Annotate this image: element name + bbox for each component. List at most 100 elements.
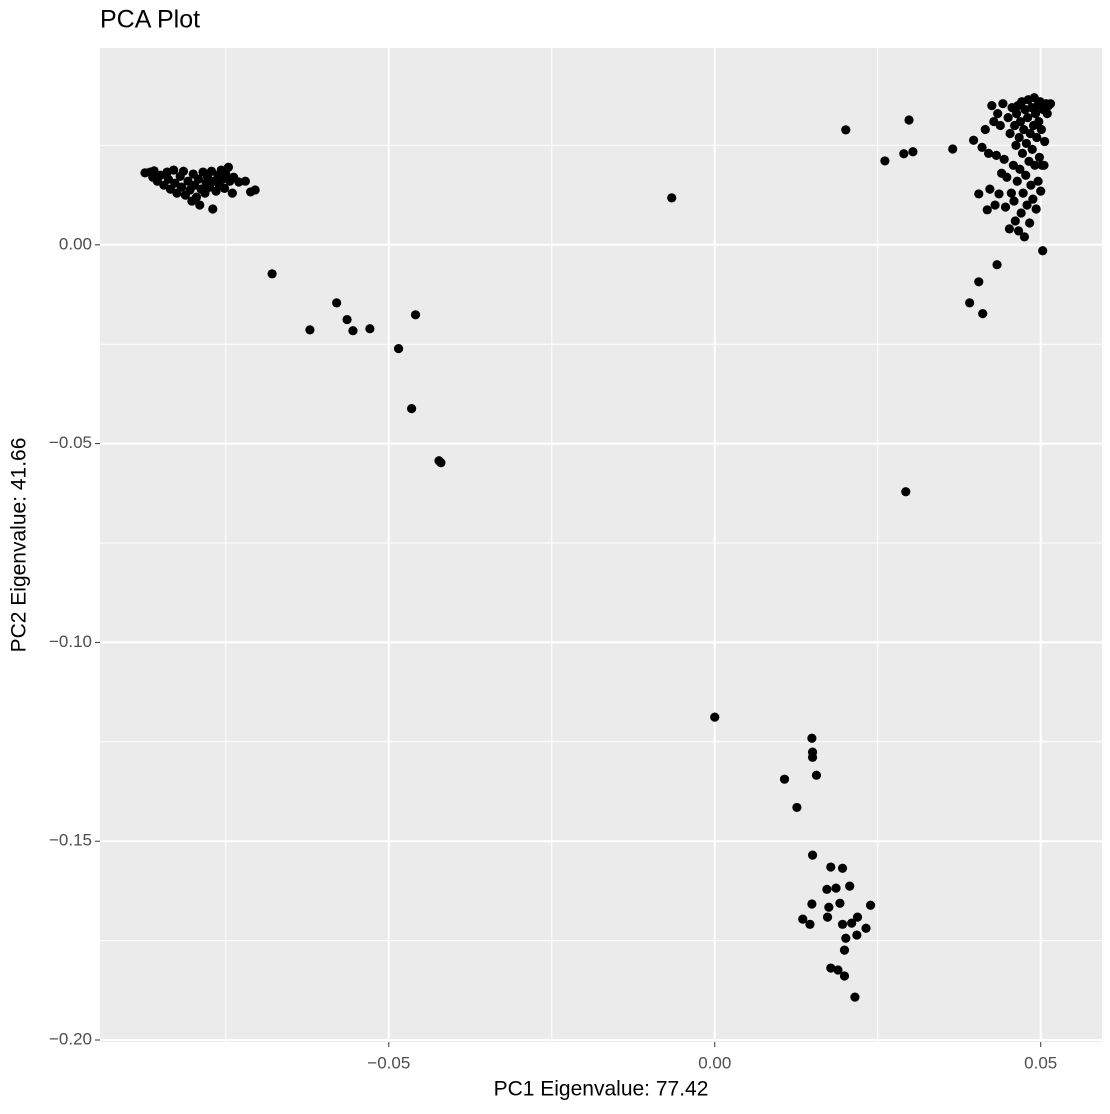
point [826, 862, 836, 872]
y-tick-label: −0.20 [49, 1029, 92, 1048]
point [1045, 99, 1056, 109]
point [1015, 116, 1026, 127]
point [178, 166, 189, 176]
point [1026, 180, 1036, 190]
point [968, 135, 979, 145]
point [1032, 132, 1042, 143]
point [841, 933, 851, 943]
point [865, 900, 876, 910]
y-tick-label: 0.00 [59, 234, 92, 253]
point [798, 914, 808, 924]
point [250, 185, 260, 195]
point [195, 200, 205, 210]
point [1030, 160, 1040, 170]
point [240, 176, 250, 186]
point [176, 182, 187, 192]
point [1028, 194, 1038, 204]
point [779, 774, 790, 784]
point [850, 992, 860, 1002]
panel [100, 48, 1102, 1042]
point [992, 260, 1002, 270]
point [822, 884, 832, 894]
point [1027, 144, 1037, 154]
point [861, 923, 871, 933]
point [977, 142, 987, 152]
point [1034, 116, 1044, 127]
point [994, 189, 1004, 199]
point [904, 115, 914, 125]
point [1003, 112, 1013, 123]
point [847, 918, 857, 928]
point [833, 965, 843, 975]
point [899, 149, 909, 159]
point [1040, 136, 1050, 147]
point [1013, 226, 1024, 236]
point [880, 156, 890, 166]
point [805, 919, 815, 929]
x-axis-title: PC1 Eigenvalue: 77.42 [494, 1078, 709, 1101]
point [1018, 188, 1028, 198]
x-tick-label: −0.05 [367, 1053, 410, 1072]
point [826, 963, 836, 973]
x-tick-label: 0.05 [1024, 1053, 1057, 1072]
point [1021, 170, 1031, 180]
point [983, 148, 994, 158]
point [1005, 128, 1015, 139]
point [305, 325, 315, 335]
point [1025, 218, 1035, 228]
point [1031, 204, 1041, 214]
point [993, 109, 1003, 119]
point [948, 144, 958, 154]
point [710, 712, 720, 722]
point [1023, 112, 1033, 123]
point [839, 971, 850, 981]
point [1012, 176, 1022, 186]
y-tick-label: −0.05 [49, 433, 92, 452]
point [267, 269, 277, 279]
point [1039, 160, 1049, 170]
point [1036, 124, 1046, 135]
point [822, 912, 833, 922]
point [667, 193, 677, 203]
point [974, 277, 984, 287]
point [1014, 132, 1024, 143]
point [807, 733, 817, 743]
point [1038, 246, 1048, 256]
point [223, 162, 234, 172]
point [191, 192, 202, 202]
point [1000, 202, 1011, 212]
point [995, 120, 1005, 131]
point [990, 200, 1000, 210]
point [219, 183, 230, 193]
point [1015, 164, 1025, 174]
point [974, 189, 984, 199]
point [193, 174, 204, 184]
point [839, 945, 850, 955]
point [987, 101, 997, 111]
point [1042, 109, 1052, 119]
point [982, 205, 992, 215]
point [208, 204, 218, 214]
point [1021, 138, 1031, 149]
point [227, 188, 237, 198]
point [1036, 186, 1046, 196]
point [901, 487, 911, 497]
point [835, 898, 845, 908]
point [908, 147, 918, 157]
point [980, 124, 990, 135]
point [1011, 140, 1021, 151]
point [1033, 176, 1043, 186]
point [1002, 172, 1012, 182]
point [792, 802, 802, 813]
point [1006, 188, 1016, 198]
point [365, 324, 375, 334]
point [1010, 216, 1020, 226]
point [811, 770, 822, 780]
point [831, 883, 841, 893]
point [845, 881, 855, 891]
point [998, 99, 1008, 109]
point [837, 863, 848, 873]
point [985, 184, 995, 194]
point [1016, 208, 1026, 218]
